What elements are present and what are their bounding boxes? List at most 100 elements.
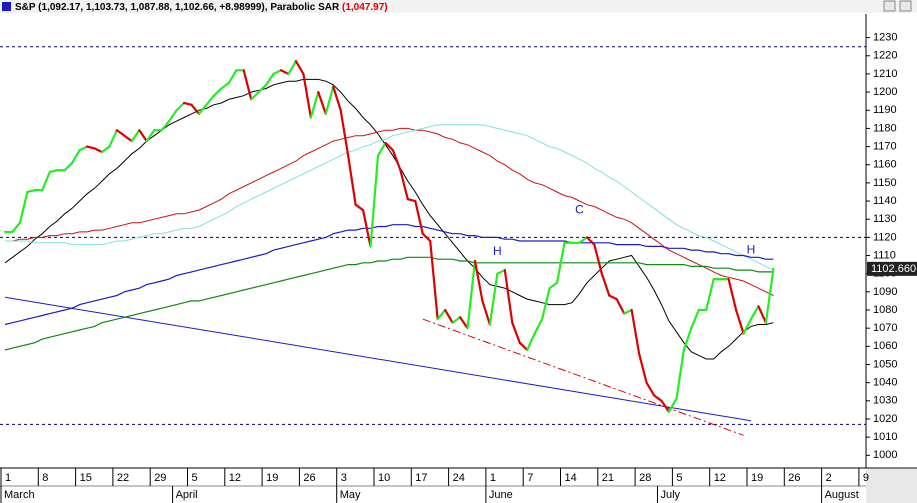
moving-average — [4, 256, 774, 351]
price-segment — [578, 236, 588, 244]
price-segment — [93, 147, 104, 154]
price-segment — [660, 399, 671, 413]
price-segment — [742, 317, 753, 335]
price-segment — [414, 199, 424, 235]
price-segment — [250, 90, 260, 101]
month-label: August — [825, 489, 859, 501]
x-tick-label: 12 — [229, 472, 241, 484]
x-tick-label: 10 — [378, 472, 390, 484]
ohlc: (1,092.17, 1,103.73, 1,087.88, 1,102.66,… — [38, 2, 268, 13]
price-segment — [690, 308, 700, 330]
y-tick-label: 1070 — [873, 322, 897, 334]
price-segment — [78, 145, 89, 152]
price-segment — [652, 394, 663, 402]
month-label: May — [340, 489, 361, 501]
annotation: H — [493, 244, 502, 258]
x-tick-label: 15 — [80, 472, 92, 484]
x-tick-label: 1 — [5, 472, 11, 484]
price-segment — [220, 81, 230, 90]
price-segment — [71, 149, 81, 165]
x-tick-label: 3 — [341, 472, 347, 484]
price-segment — [175, 101, 186, 112]
price-segment — [645, 381, 656, 397]
price-segment — [600, 272, 611, 297]
y-tick-label: 1130 — [873, 213, 897, 225]
price-segment — [473, 259, 484, 303]
month-label: April — [176, 489, 198, 501]
price-segment — [429, 239, 439, 321]
moving-average — [4, 224, 774, 326]
price-segment — [332, 85, 342, 112]
price-segment — [436, 308, 447, 321]
x-tick-label: 21 — [602, 472, 614, 484]
price-segment — [518, 341, 529, 352]
y-tick-label: 1110 — [873, 249, 896, 261]
price-segment — [421, 232, 432, 243]
x-tick-label: 7 — [527, 472, 533, 484]
x-tick-label: 17 — [415, 472, 427, 484]
x-tick-label: 12 — [714, 472, 726, 484]
restore-button[interactable] — [883, 0, 896, 12]
indicator: Parabolic SAR — [270, 2, 340, 13]
y-tick-label: 1060 — [873, 340, 897, 352]
price-segment — [399, 169, 409, 201]
x-tick-label: 19 — [266, 472, 278, 484]
x-tick-label: 19 — [751, 472, 763, 484]
price-segment — [503, 268, 514, 324]
price-segment — [488, 272, 499, 326]
x-tick-label: 5 — [676, 472, 682, 484]
title-line: S&P (1,092.17, 1,103.73, 1,087.88, 1,102… — [15, 2, 388, 13]
x-tick-label: 9 — [863, 472, 869, 484]
y-tick-label: 1020 — [873, 413, 897, 425]
y-tick-label: 1150 — [873, 177, 897, 189]
month-label: March — [4, 489, 35, 501]
y-tick-label: 1170 — [873, 140, 897, 152]
x-tick-label: 22 — [117, 472, 129, 484]
x-tick-label: 26 — [788, 472, 800, 484]
price-segment — [369, 154, 380, 248]
price-segment — [555, 241, 566, 284]
price-segment — [675, 348, 685, 401]
price-segment — [63, 161, 74, 172]
y-tick-label: 1230 — [873, 32, 897, 44]
price-segment — [727, 278, 738, 312]
price-segment — [533, 317, 544, 335]
y-tick-label: 1210 — [873, 68, 897, 80]
price-segment — [466, 259, 477, 330]
y-tick-label: 1000 — [873, 449, 897, 461]
price-segment — [85, 145, 96, 150]
price-segment — [682, 327, 693, 352]
price-segment — [100, 145, 111, 154]
y-tick-label: 1140 — [873, 195, 897, 207]
price-segment — [406, 198, 417, 203]
window-icon — [2, 2, 11, 11]
price-segment — [190, 103, 201, 115]
close-button[interactable] — [899, 0, 912, 12]
price-segment — [287, 60, 298, 76]
price-segment — [391, 149, 402, 172]
y-tick-label: 1040 — [873, 377, 897, 389]
price-segment — [294, 60, 305, 76]
trendline — [4, 296, 752, 422]
title-bar — [0, 0, 917, 13]
x-tick-label: 26 — [303, 472, 315, 484]
price-segment — [526, 332, 536, 352]
price-segment — [130, 129, 141, 143]
price-segment — [212, 87, 223, 97]
price-segment — [279, 69, 290, 76]
price-segment — [347, 154, 357, 206]
price-segment — [272, 69, 283, 76]
price-segment — [361, 209, 372, 248]
indicator-value: (1,047.97) — [342, 2, 388, 13]
price-segment — [18, 190, 29, 224]
price-segment — [496, 268, 506, 275]
trendline — [422, 318, 744, 436]
price-segment — [115, 129, 126, 137]
y-tick-label: 1080 — [873, 304, 897, 316]
price-segment — [302, 72, 312, 119]
annotation: C — [575, 202, 584, 216]
price-segment — [48, 169, 59, 174]
